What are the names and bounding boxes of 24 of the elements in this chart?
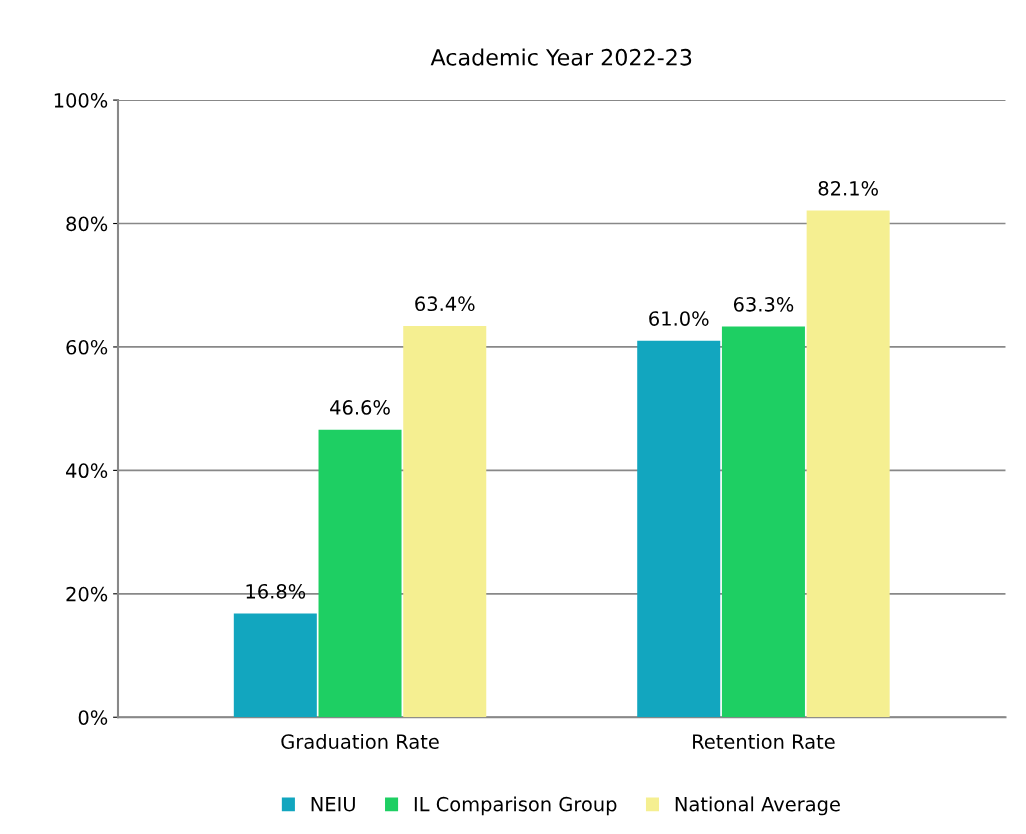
bar	[233, 613, 317, 718]
bar	[318, 429, 402, 718]
y-tick-label: 0%	[78, 710, 108, 725]
data-label: 82.1%	[818, 180, 878, 196]
bar	[403, 325, 487, 718]
bar	[806, 210, 890, 718]
legend-label: National Average	[675, 796, 840, 816]
data-label: 46.6%	[330, 400, 390, 415]
y-tick-label: 20%	[66, 586, 108, 602]
data-label: 16.8%	[246, 583, 306, 599]
y-tick-label: 40%	[66, 463, 108, 479]
data-label: 63.3%	[733, 296, 794, 312]
bar	[637, 340, 721, 718]
bar	[721, 326, 805, 718]
x-tick-label: Retention Rate	[693, 733, 835, 749]
data-label: 63.4%	[415, 296, 475, 312]
x-tick-label: Graduation Rate	[281, 733, 439, 749]
data-label: 61.0%	[649, 311, 709, 326]
chart-title: Academic Year 2022-23	[430, 48, 692, 66]
y-tick-label: 80%	[66, 216, 108, 232]
legend-label: NEIU	[311, 797, 355, 812]
legend-label: IL Comparison Group	[414, 796, 617, 816]
y-tick-label: 60%	[66, 339, 108, 355]
y-tick-label: 100%	[54, 93, 108, 108]
